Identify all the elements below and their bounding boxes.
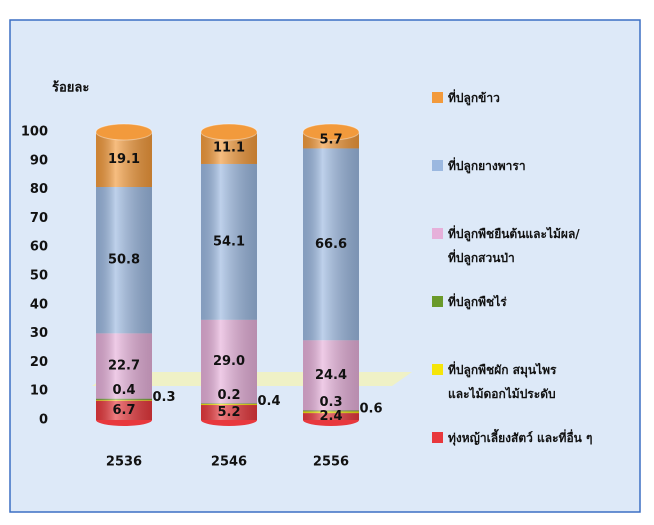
- y-tick-label: 80: [30, 182, 48, 197]
- data-label: 0.4: [112, 383, 135, 398]
- data-label: 11.1: [213, 140, 245, 155]
- data-label: 0.6: [359, 402, 382, 417]
- legend-swatch: [432, 364, 443, 375]
- data-label: 0.4: [257, 394, 280, 409]
- y-axis-label: ร้อยละ: [52, 80, 89, 96]
- data-label: 66.6: [315, 237, 347, 252]
- legend-swatch: [432, 92, 443, 103]
- y-tick-label: 20: [30, 355, 48, 370]
- bar-cap: [95, 123, 153, 141]
- bar-shine: [201, 132, 257, 420]
- bar-shine: [96, 132, 152, 420]
- data-label: 50.8: [108, 253, 140, 268]
- legend-label: ที่ปลูกยางพารา: [448, 159, 526, 173]
- data-label: 54.1: [213, 234, 245, 249]
- x-tick-label: 2556: [313, 455, 349, 470]
- legend-label: ที่ปลูกพืชไร่: [448, 295, 507, 309]
- data-label: 5.7: [319, 133, 342, 148]
- y-tick-label: 40: [30, 297, 48, 312]
- legend-swatch: [432, 228, 443, 239]
- data-label: 19.1: [108, 152, 140, 167]
- bar-shine: [303, 132, 359, 420]
- legend-label: ที่ปลูกข้าว: [448, 91, 500, 105]
- legend-swatch: [432, 432, 443, 443]
- y-tick-label: 70: [30, 211, 48, 226]
- y-tick-label: 50: [30, 269, 48, 284]
- bar-cap: [302, 123, 360, 141]
- data-label: 24.4: [315, 368, 347, 383]
- bar-cap: [200, 123, 258, 141]
- legend-label: ที่ปลูกพืชผัก สมุนไพร และไม้ดอกไม้ประดับ: [448, 363, 557, 401]
- data-label: 2.4: [319, 409, 342, 424]
- data-label: 0.3: [152, 390, 175, 405]
- legend-swatch: [432, 296, 443, 307]
- y-tick-label: 90: [30, 153, 48, 168]
- y-tick-label: 100: [21, 125, 48, 140]
- legend-swatch: [432, 160, 443, 171]
- legend-label: ที่ปลูกพืชยืนต้นและไม้ผล/ ที่ปลูกสวนป่า: [448, 227, 580, 265]
- data-label: 6.7: [112, 403, 135, 418]
- x-tick-label: 2536: [106, 455, 142, 470]
- y-tick-label: 60: [30, 240, 48, 255]
- data-label: 5.2: [217, 405, 240, 420]
- data-label: 0.2: [217, 388, 240, 403]
- y-tick-label: 30: [30, 326, 48, 341]
- data-label: 0.3: [319, 395, 342, 410]
- y-tick-label: 10: [30, 384, 48, 399]
- data-label: 22.7: [108, 359, 140, 374]
- legend-label: ทุ่งหญ้าเลี้ยงสัตว์ และที่อื่น ๆ: [448, 431, 593, 445]
- x-tick-label: 2546: [211, 455, 247, 470]
- data-label: 29.0: [213, 354, 245, 369]
- y-tick-label: 0: [39, 413, 48, 428]
